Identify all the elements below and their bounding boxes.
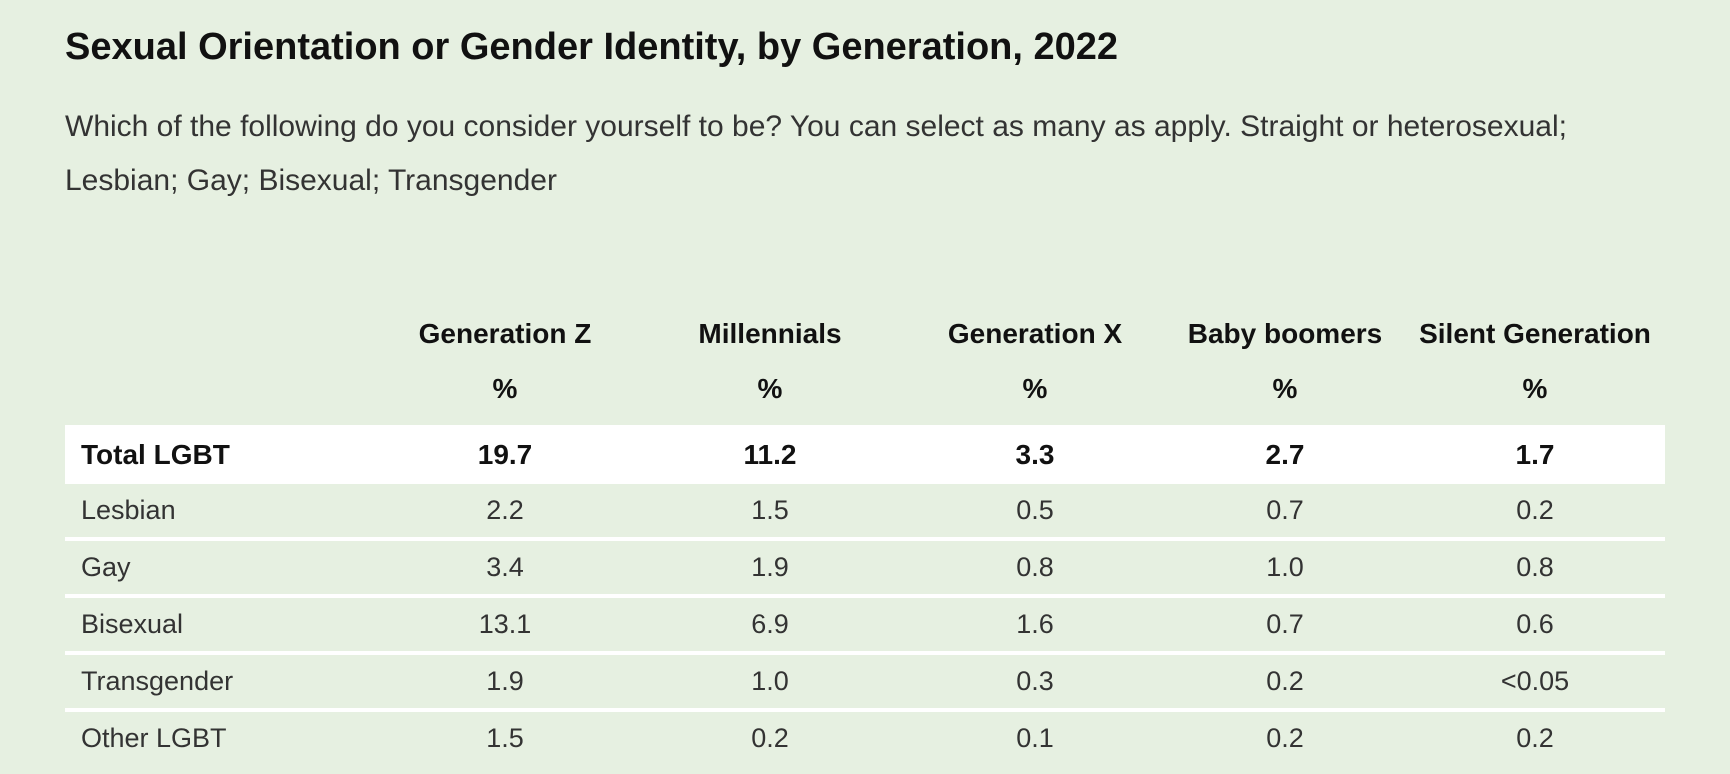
chart-subtitle: Which of the following do you consider y…	[65, 110, 1567, 197]
table-cell: 0.5	[1016, 495, 1054, 525]
row-label: Bisexual	[65, 594, 375, 653]
column-header-silent-generation: Silent Generation	[1419, 318, 1651, 349]
table-cell: <0.05	[1405, 651, 1665, 710]
table-cell: 2.2	[486, 495, 524, 525]
table-cell: 3.3	[905, 425, 1165, 484]
row-label: Lesbian	[81, 495, 176, 525]
table-cell: 0.6	[1405, 594, 1665, 653]
row-label: Gay	[65, 537, 375, 596]
unit-label: %	[1522, 373, 1548, 404]
table-cell: 13.1	[375, 594, 635, 653]
table-cell: 3.4	[375, 537, 635, 596]
table-row-transgender: Transgender 1.9 1.0 0.3 0.2 <0.05	[65, 651, 1665, 710]
row-label: Transgender	[65, 651, 375, 710]
table-cell: 0.7	[1266, 495, 1304, 525]
column-header-generation-x: Generation X	[947, 318, 1123, 349]
table-row-other-lgbt: Other LGBT 1.5 0.2 0.1 0.2 0.2	[65, 708, 1665, 765]
data-table: Generation Z Millennials Generation X Ba…	[65, 278, 1665, 765]
table-cell: 0.3	[905, 651, 1165, 710]
row-label: Other LGBT	[65, 708, 375, 765]
table-cell: 19.7	[375, 425, 635, 484]
table-cell: 2.7	[1165, 425, 1405, 484]
chart-title: Sexual Orientation or Gender Identity, b…	[65, 26, 1119, 68]
column-header-generation-z: Generation Z	[418, 318, 592, 349]
table-cell: 0.2	[1516, 495, 1554, 525]
unit-row: % % % % %	[65, 350, 1665, 425]
table-cell: 0.8	[1405, 537, 1665, 596]
table-row-lesbian: Lesbian 2.2 1.5 0.5 0.7 0.2	[65, 484, 1665, 539]
unit-label: %	[1272, 373, 1298, 404]
table-row-total-lgbt: Total LGBT 19.7 11.2 3.3 2.7 1.7	[65, 425, 1665, 484]
table-cell: 1.0	[635, 651, 905, 710]
row-label-header	[65, 278, 375, 350]
column-header-baby-boomers: Baby boomers	[1187, 318, 1383, 349]
table-cell: 1.5	[751, 495, 789, 525]
unit-label: %	[1022, 373, 1048, 404]
table-cell: 0.2	[1405, 708, 1665, 765]
table-cell: 1.0	[1165, 537, 1405, 596]
table-row-bisexual: Bisexual 13.1 6.9 1.6 0.7 0.6	[65, 594, 1665, 653]
table-cell: 0.8	[905, 537, 1165, 596]
column-header-row: Generation Z Millennials Generation X Ba…	[65, 278, 1665, 350]
column-header-millennials: Millennials	[698, 318, 842, 349]
table-cell: 1.9	[635, 537, 905, 596]
table-row-gay: Gay 3.4 1.9 0.8 1.0 0.8	[65, 537, 1665, 596]
table-cell: 0.2	[1165, 708, 1405, 765]
table-cell: 0.1	[905, 708, 1165, 765]
table-cell: 1.6	[905, 594, 1165, 653]
table-cell: 1.7	[1405, 425, 1665, 484]
table-cell: 1.9	[375, 651, 635, 710]
table-cell: 1.5	[375, 708, 635, 765]
table-cell: 0.7	[1165, 594, 1405, 653]
table-cell: 0.2	[1165, 651, 1405, 710]
table-cell: 11.2	[635, 425, 905, 484]
table-cell: 6.9	[635, 594, 905, 653]
table-cell: 0.2	[635, 708, 905, 765]
unit-label: %	[492, 373, 518, 404]
row-label: Total LGBT	[65, 425, 375, 484]
unit-row-label	[65, 350, 375, 425]
unit-label: %	[757, 373, 783, 404]
